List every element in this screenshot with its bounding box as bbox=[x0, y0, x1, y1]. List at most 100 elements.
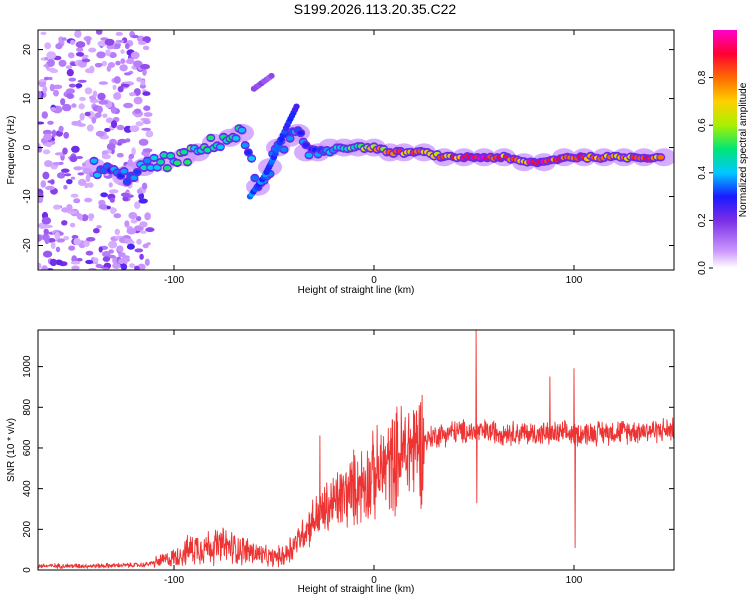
noise-blob bbox=[59, 161, 64, 165]
noise-blob bbox=[141, 127, 152, 131]
noise-blob bbox=[41, 111, 48, 119]
snr-panel: -100 0 100 0 200 400 600 800 1000 Height of str… bbox=[6, 329, 675, 595]
noise-blob bbox=[129, 92, 136, 97]
noise-blob bbox=[78, 178, 87, 186]
noise-blob bbox=[71, 265, 80, 270]
noise-blob bbox=[102, 256, 111, 262]
noise-blob bbox=[81, 58, 91, 63]
noise-blob bbox=[128, 153, 135, 160]
noise-blob bbox=[58, 125, 64, 133]
noise-blob bbox=[41, 265, 49, 270]
ridge-point bbox=[217, 144, 224, 150]
noise-blob bbox=[142, 148, 153, 153]
noise-blob bbox=[143, 105, 151, 111]
colorbar-tick-label: 0.0 bbox=[697, 261, 708, 275]
ridge-point bbox=[140, 165, 148, 171]
colorbar-axis: 0.0 0.2 0.4 0.6 0.8 bbox=[697, 70, 713, 275]
y-tick-label: 800 bbox=[22, 399, 33, 416]
noise-blob bbox=[138, 192, 145, 200]
noise-blob bbox=[52, 84, 63, 90]
noise-blob bbox=[118, 39, 125, 43]
noise-blob bbox=[92, 257, 99, 263]
noise-blob bbox=[140, 79, 146, 86]
ridge-point bbox=[173, 160, 181, 166]
ridge-point bbox=[184, 159, 191, 165]
x-tick-label: 100 bbox=[566, 575, 583, 586]
noise-blob bbox=[110, 207, 116, 215]
noise-blob bbox=[107, 62, 116, 68]
noise-blob bbox=[135, 121, 144, 127]
noise-blob bbox=[136, 188, 143, 195]
noise-blob bbox=[97, 105, 103, 114]
noise-blob bbox=[85, 250, 94, 256]
y-tick-label: 1000 bbox=[22, 355, 33, 378]
noise-blob bbox=[60, 98, 66, 106]
noise-blob bbox=[66, 93, 74, 99]
noise-blob bbox=[56, 238, 65, 243]
noise-blob bbox=[54, 231, 61, 240]
snr-frame bbox=[37, 329, 675, 571]
noise-blob bbox=[124, 238, 133, 242]
noise-blob bbox=[126, 227, 136, 235]
noise-blob bbox=[133, 60, 143, 68]
noise-blob bbox=[48, 76, 53, 81]
ridge-point bbox=[280, 147, 288, 153]
noise-blob bbox=[76, 257, 83, 262]
ridge-point bbox=[120, 168, 128, 174]
noise-blob bbox=[49, 258, 58, 267]
noise-blob bbox=[115, 60, 121, 66]
spectrogram-y-axis: -20 -10 0 10 20 bbox=[22, 44, 674, 253]
noise-blob bbox=[83, 239, 90, 247]
noise-blob bbox=[55, 43, 63, 50]
noise-blob bbox=[43, 133, 53, 141]
noise-blob bbox=[118, 236, 129, 244]
noise-blob bbox=[116, 245, 124, 253]
noise-blob bbox=[120, 58, 126, 64]
y-tick-label: 10 bbox=[22, 93, 33, 105]
noise-blob bbox=[38, 234, 42, 242]
ridge-point bbox=[167, 153, 175, 159]
ridge-point bbox=[297, 130, 305, 136]
noise-blob bbox=[40, 180, 47, 188]
noise-blob bbox=[108, 240, 118, 249]
colorbar-tick-label: 0.4 bbox=[697, 165, 708, 179]
snr-plot-area bbox=[38, 330, 674, 570]
noise-blob bbox=[134, 201, 141, 209]
noise-blob bbox=[73, 238, 81, 246]
noise-blob bbox=[45, 185, 55, 191]
ridge-point bbox=[204, 147, 212, 153]
colorbar-gradient bbox=[713, 30, 737, 268]
noise-blob bbox=[76, 47, 84, 52]
noise-blob bbox=[126, 243, 135, 250]
noise-blob bbox=[68, 77, 77, 82]
noise-blob bbox=[145, 227, 155, 233]
noise-blob bbox=[87, 182, 94, 188]
noise-blob bbox=[46, 67, 57, 72]
ridge-point bbox=[160, 152, 168, 158]
noise-blob bbox=[96, 225, 102, 229]
noise-blob bbox=[43, 76, 50, 81]
noise-blob bbox=[110, 106, 117, 114]
noise-blob bbox=[139, 221, 148, 228]
noise-blob bbox=[120, 263, 128, 270]
noise-blob bbox=[145, 130, 154, 138]
noise-blob bbox=[69, 222, 76, 228]
noise-blob bbox=[101, 154, 111, 160]
noise-blob bbox=[54, 259, 63, 266]
snr-series-layer bbox=[38, 330, 674, 569]
noise-blob bbox=[85, 259, 94, 265]
noise-blob bbox=[71, 103, 77, 108]
noise-blob bbox=[38, 262, 42, 269]
y-tick-label: 200 bbox=[22, 521, 33, 538]
ridge-point bbox=[133, 169, 141, 175]
noise-blob bbox=[68, 52, 75, 59]
y-tick-label: 600 bbox=[22, 439, 33, 456]
noise-blob bbox=[117, 138, 128, 144]
noise-blob bbox=[38, 90, 42, 98]
noise-blob bbox=[65, 88, 75, 94]
noise-blob bbox=[70, 176, 76, 180]
noise-blob bbox=[93, 228, 100, 234]
noise-blob bbox=[120, 257, 131, 263]
noise-blob bbox=[134, 108, 142, 114]
